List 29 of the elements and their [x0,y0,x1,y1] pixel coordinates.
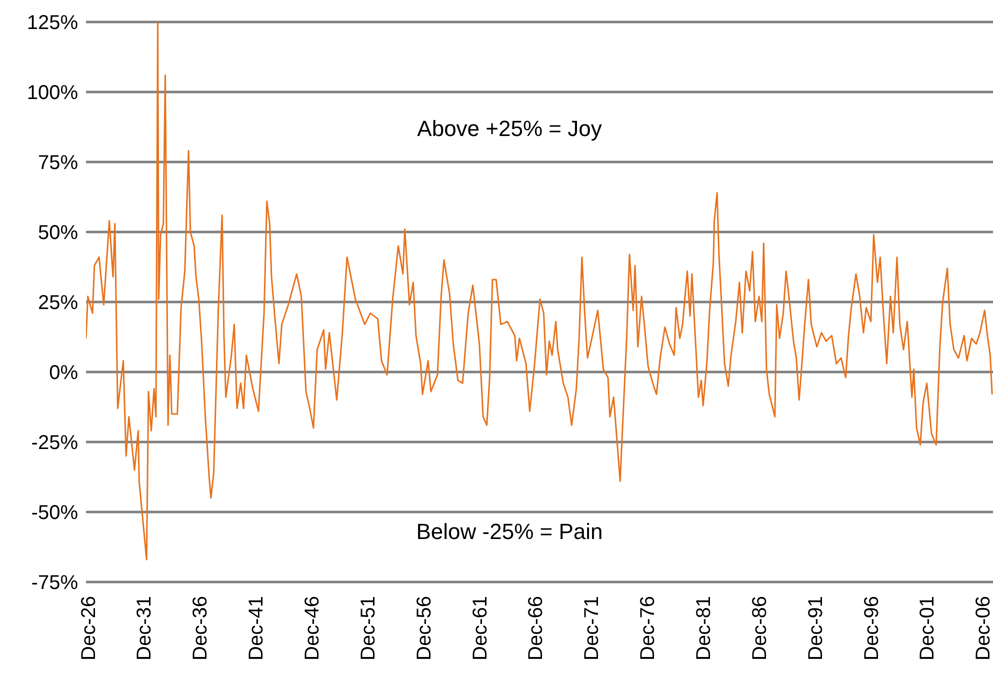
y-tick-label: 50% [38,222,78,244]
y-tick-label: -75% [31,572,78,594]
y-tick-label: -25% [31,432,78,454]
y-tick-label: 0% [49,362,78,384]
y-tick-label: 25% [38,292,78,314]
x-tick-label: Dec-91 [804,596,827,660]
x-tick-label: Dec-81 [693,596,716,660]
x-tick-label: Dec-86 [748,596,771,660]
y-tick-label: 75% [38,152,78,174]
x-tick-label: Dec-46 [302,596,324,660]
y-tick-label: 125% [26,12,78,34]
x-tick-label: Dec-66 [525,596,548,660]
x-tick-label: Dec-76 [637,596,660,660]
x-tick-label: Dec-31 [134,596,156,660]
annotation: Below -25% = Pain [416,519,603,544]
x-tick-label: Dec-26 [78,596,100,660]
x-tick-label: Dec-01 [916,596,939,660]
x-tick-label: Dec-56 [413,596,436,660]
annotation: Above +25% = Joy [417,116,602,141]
x-tick-label: Dec-71 [581,596,604,660]
y-tick-label: 100% [26,82,78,104]
x-tick-label: Dec-61 [469,596,492,660]
x-tick-label: Dec-06 [972,596,993,660]
x-tick-label: Dec-36 [190,596,212,660]
y-tick-label: -50% [31,502,78,524]
line-series [86,22,993,560]
x-tick-label: Dec-41 [246,596,268,660]
x-tick-label: Dec-51 [357,596,380,660]
x-tick-label: Dec-96 [860,596,883,660]
